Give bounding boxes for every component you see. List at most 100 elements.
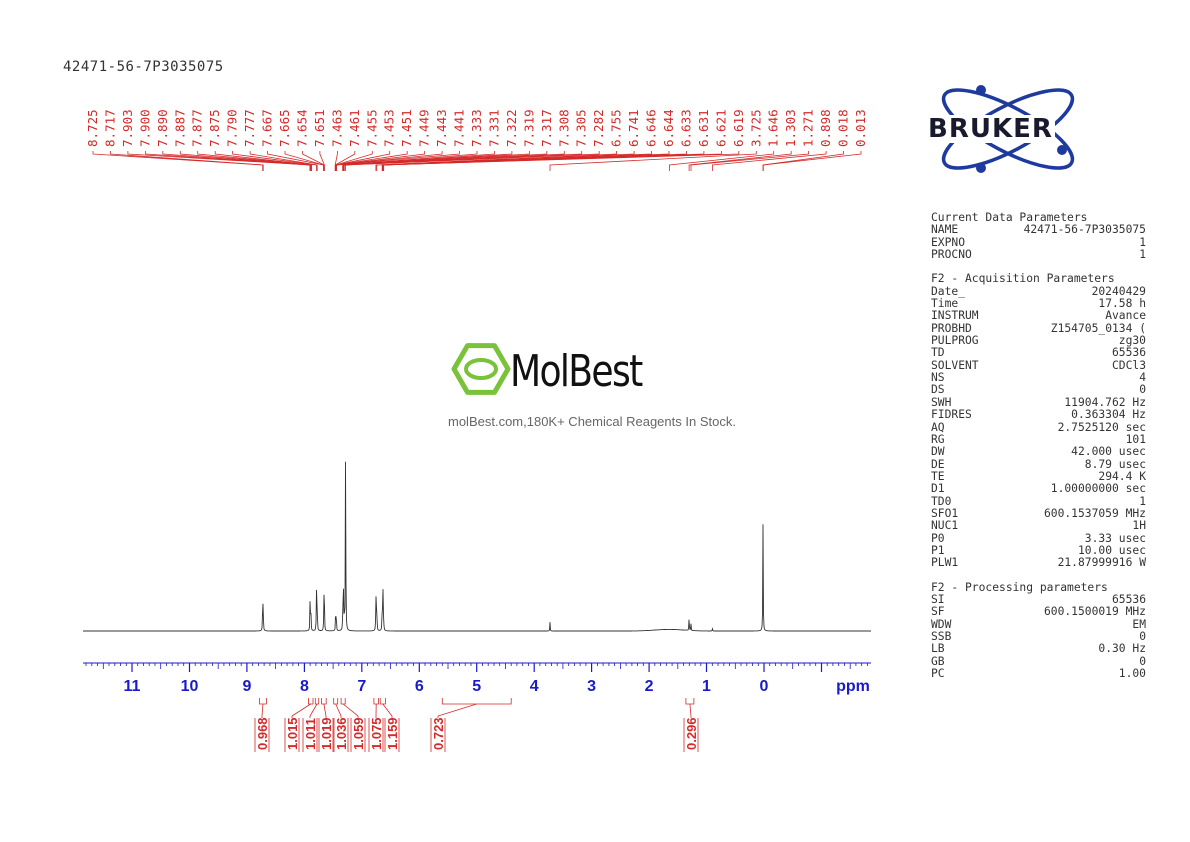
param-name: RG <box>931 432 945 446</box>
integral-label: 0.968 <box>255 717 270 750</box>
param-row: SF 600.1500019 MHz <box>931 605 1146 619</box>
integral-label: 1.036 <box>334 717 349 750</box>
peak-label: 6.633 <box>679 109 694 147</box>
integral-label: 1.011 <box>303 718 318 750</box>
peak-label-leader <box>376 151 635 171</box>
integral-leader <box>382 703 393 718</box>
peak-label: 6.619 <box>731 109 746 147</box>
atom-orbit-icon <box>941 88 1075 170</box>
peak-label: 7.308 <box>556 109 571 147</box>
acquisition-parameters-panel: Current Data Parameters NAME 42471-56-7P30… <box>931 211 1146 681</box>
axis-tick-label: 0 <box>760 678 769 695</box>
axis-tick-label: 5 <box>472 678 481 695</box>
param-row: NUC1 1H <box>931 519 1146 532</box>
peak-label-leader <box>343 151 583 171</box>
param-value: 10.00 usec <box>1077 543 1146 557</box>
param-section-title: F2 - Acquisition Parameters <box>931 272 1115 286</box>
integral-leader <box>335 703 342 718</box>
peak-label-leader <box>144 151 311 171</box>
peak-label: 1.303 <box>783 109 798 147</box>
param-name: DW <box>931 445 945 459</box>
integral-leader <box>261 703 264 718</box>
integral-label: 0.723 <box>431 717 446 750</box>
integral-leader <box>689 703 692 718</box>
ppm-axis: 11 10 9 8 7 6 5 4 3 2 1 0 ppm <box>83 662 871 695</box>
electron-dot-icon <box>976 85 986 95</box>
axis-tick-label: 1 <box>702 678 711 695</box>
param-row: INSTRUM Avance <box>931 309 1146 323</box>
peak-label: 1.646 <box>766 109 781 147</box>
axis-tick-label: 7 <box>357 678 366 695</box>
param-row: SI 65536 <box>931 592 1146 606</box>
param-name: NAME <box>931 223 959 237</box>
param-name: PROCNO <box>931 248 972 262</box>
peak-label: 7.875 <box>207 109 222 147</box>
peak-label: 0.898 <box>818 109 833 147</box>
peak-label: 6.755 <box>609 109 624 147</box>
param-value: 0.30 Hz <box>1098 642 1146 656</box>
param-value: Z154705_0134 ( <box>1050 321 1146 335</box>
peak-label-leader <box>336 151 460 171</box>
integral-bracket <box>259 698 267 705</box>
param-value: 0.363304 Hz <box>1071 408 1146 422</box>
peak-label: 7.305 <box>574 109 589 147</box>
peak-label: 7.903 <box>120 109 135 147</box>
integral-label: 1.015 <box>285 717 300 750</box>
param-value: 11904.762 Hz <box>1064 395 1146 409</box>
axis-tick-label: 6 <box>415 678 424 695</box>
param-row: Time 17.58 h <box>931 297 1146 311</box>
param-value: 1 <box>1139 494 1146 508</box>
param-value: 4 <box>1139 371 1146 385</box>
param-value: 65536 <box>1111 592 1146 606</box>
param-value: 8.79 usec <box>1084 457 1146 471</box>
param-name: SI <box>931 592 945 606</box>
param-name: INSTRUM <box>931 309 979 323</box>
param-row: DE 8.79 usec <box>931 457 1146 471</box>
param-row: DS 0 <box>931 383 1146 397</box>
integral-leader <box>323 703 327 718</box>
integral-bracket <box>373 698 379 705</box>
molbest-tagline: molBest.com,180K+ Chemical Reagents In S… <box>448 414 736 429</box>
param-section-title: F2 - Processing parameters <box>931 580 1108 594</box>
param-value: 17.58 h <box>1098 297 1146 311</box>
peak-label: 7.449 <box>417 109 432 147</box>
axis-tick-label: 9 <box>242 678 251 695</box>
sample-id-title: 42471-56-7P3035075 <box>63 59 224 75</box>
benzene-inner-ring-icon <box>464 358 498 380</box>
peak-label-leader <box>110 151 264 171</box>
param-row: TD 65536 <box>931 347 1146 360</box>
param-row: LB 0.30 Hz <box>931 642 1146 656</box>
param-name: DE <box>931 457 945 471</box>
param-name: SOLVENT <box>931 358 979 372</box>
param-row: NS 4 <box>931 371 1146 385</box>
param-row: PLW1 21.87999916 W <box>931 556 1146 570</box>
peak-label-leader <box>762 151 862 171</box>
peak-label-leader <box>343 151 548 171</box>
param-name: PC <box>931 667 945 681</box>
integral-bracket <box>333 698 339 705</box>
peak-label-leader <box>334 151 356 171</box>
peak-label: 0.018 <box>836 109 851 147</box>
axis-tick-label: 3 <box>587 678 596 695</box>
param-name: PLW1 <box>931 556 959 570</box>
peak-label: 7.441 <box>452 109 467 147</box>
peak-label: 7.455 <box>364 109 379 147</box>
param-row: AQ 2.7525120 sec <box>931 421 1146 434</box>
integral-label: 1.075 <box>369 717 384 750</box>
peak-label: 7.319 <box>521 109 536 147</box>
peak-label: 7.651 <box>312 109 327 147</box>
peak-label-leader <box>214 151 312 171</box>
param-row: SOLVENT CDCl3 <box>931 358 1146 372</box>
param-row: D1 1.00000000 sec <box>931 482 1146 495</box>
param-section-gap <box>931 570 1146 582</box>
param-value: 0 <box>1139 654 1146 668</box>
param-row: TD0 1 <box>931 494 1146 508</box>
peak-label: 7.282 <box>591 109 606 147</box>
param-row: SSB 0 <box>931 630 1146 643</box>
param-row: SFO1 600.1537059 MHz <box>931 507 1146 520</box>
param-name: SF <box>931 605 945 619</box>
param-name: DS <box>931 383 945 397</box>
axis-unit-label: ppm <box>836 678 870 695</box>
peak-label: 7.453 <box>382 109 397 147</box>
peak-label-leader <box>762 151 844 171</box>
